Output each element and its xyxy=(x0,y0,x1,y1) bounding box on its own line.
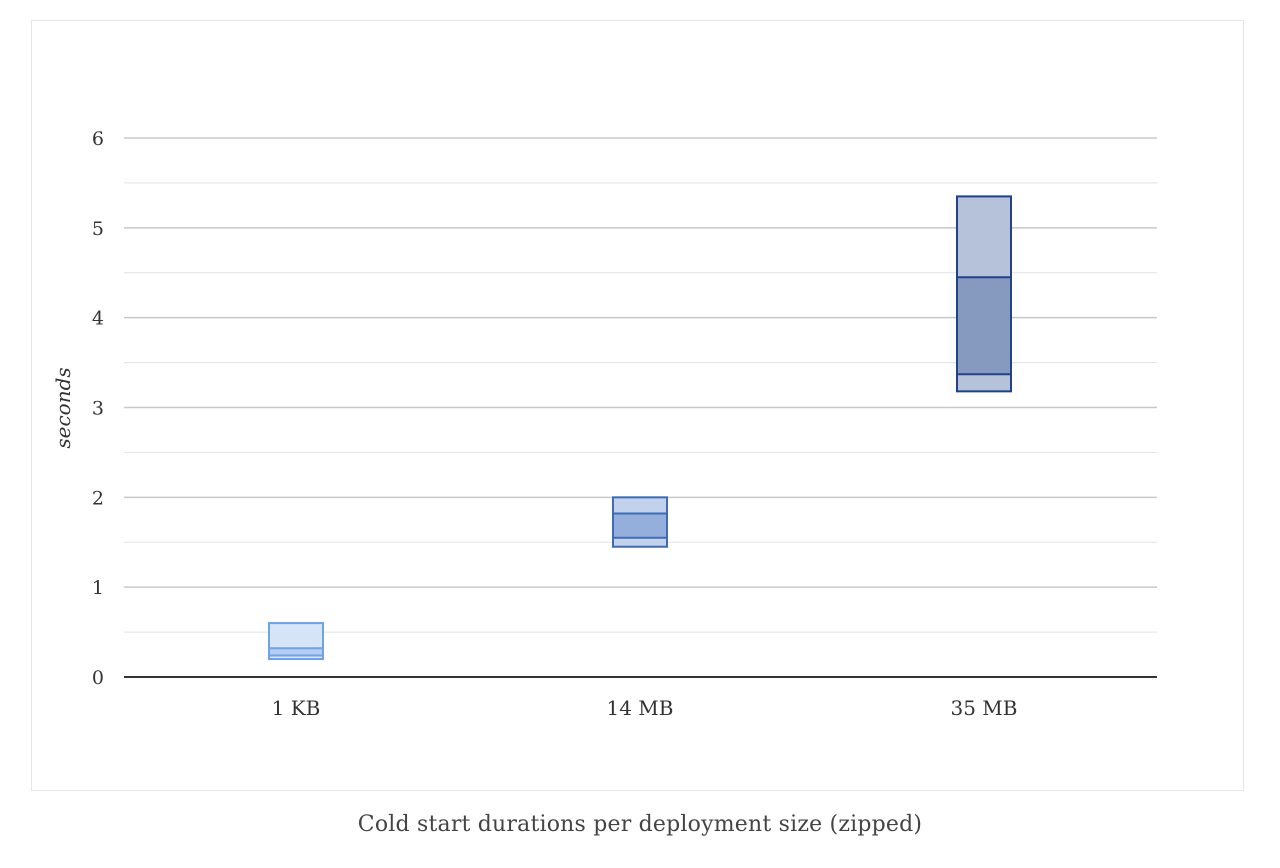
y-tick-label: 5 xyxy=(92,218,104,240)
box-3 xyxy=(956,195,1012,393)
box-outline xyxy=(956,195,1012,393)
box-inner-band xyxy=(957,277,1011,375)
y-tick-label: 3 xyxy=(92,398,104,420)
y-tick-label: 0 xyxy=(92,667,104,689)
chart-caption: Cold start durations per deployment size… xyxy=(357,812,923,837)
x-tick-label: 35 MB xyxy=(951,696,1018,720)
axis-layer: 0 1 2 3 4 5 6 1 KB 14 MB 35 MB xyxy=(92,128,1157,720)
box-outline xyxy=(268,622,324,661)
y-axis-label: seconds xyxy=(51,367,75,448)
box-2 xyxy=(612,496,668,548)
y-tick-label: 1 xyxy=(92,577,104,599)
box-layer xyxy=(268,195,1012,661)
y-tick-label: 6 xyxy=(92,128,104,150)
box-inner-band xyxy=(613,513,667,538)
y-tick-label: 4 xyxy=(92,308,104,330)
x-tick-label: 1 KB xyxy=(272,696,321,720)
chart-frame xyxy=(31,20,1244,791)
box-outline xyxy=(612,496,668,548)
y-tick-label: 2 xyxy=(92,487,104,509)
box-inner-band xyxy=(269,648,323,656)
x-tick-label: 14 MB xyxy=(607,696,674,720)
box-1 xyxy=(268,622,324,661)
